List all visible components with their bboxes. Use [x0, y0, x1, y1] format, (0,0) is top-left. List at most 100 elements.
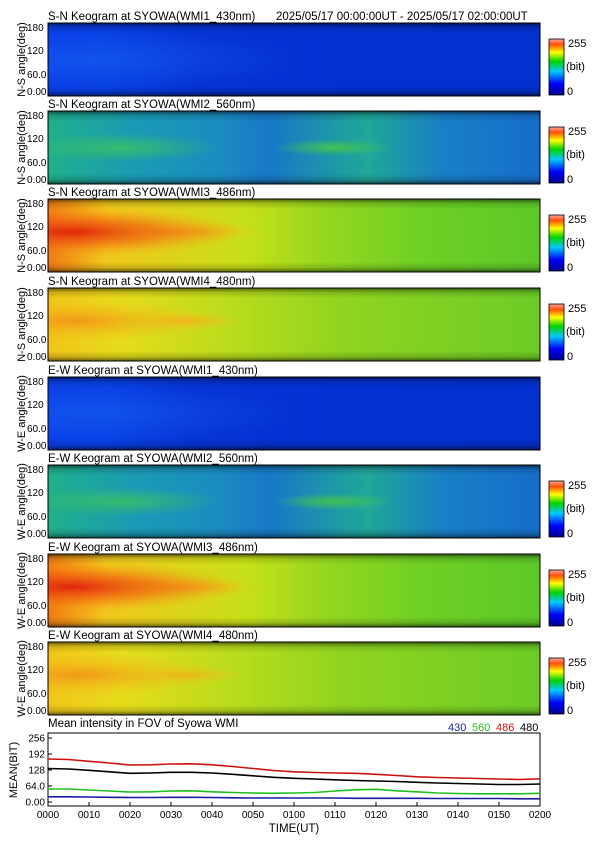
colorbar-max-label: 255 [568, 657, 586, 669]
colorbar-max-label: 255 [568, 126, 586, 138]
colorbar-min-label: 0 [567, 86, 573, 98]
keogram-title: E-W Keogram at SYOWA(WMI2_560nm) [48, 453, 258, 465]
colorbar-max-label: 255 [568, 38, 586, 50]
x-tick-label: 0140 [447, 810, 470, 821]
x-tick-label: 0040 [201, 810, 224, 821]
keogram-frame [47, 22, 541, 97]
y-tick-label: 120 [27, 577, 44, 588]
colorbar-max-label: 255 [568, 480, 586, 492]
keogram-frame [47, 641, 541, 716]
y-tick-label: 64.0 [26, 782, 46, 793]
y-tick-label: 180 [27, 377, 44, 388]
keogram-panel: S-N Keogram at SYOWA(WMI4_480nm) N-S ang… [16, 276, 586, 363]
y-tick-label: 60.0 [27, 246, 47, 257]
x-tick-label: 0030 [160, 810, 183, 821]
colorbar-gradient [548, 38, 565, 96]
y-tick-label: 180 [27, 23, 44, 34]
y-tick-label: 0.00 [26, 798, 46, 809]
x-axis-label: TIME(UT) [269, 823, 320, 835]
legend-item-430: 430 [448, 722, 466, 734]
keogram-frame [47, 110, 541, 185]
keogram-yticks: 180 120 60.0 0.00 [27, 199, 47, 274]
colorbar-min-label: 0 [567, 351, 573, 363]
y-tick-label: 256 [28, 734, 45, 745]
keogram-panel: E-W Keogram at SYOWA(WMI3_486nm) W-E ang… [16, 542, 586, 629]
keogram-frame [47, 464, 541, 539]
y-axis-ticks: 256 192 128 64.0 0.00 [26, 734, 52, 809]
y-tick-label: 120 [27, 311, 44, 322]
time-range-label: 2025/05/17 00:00:00UT - 2025/05/17 02:00… [276, 11, 528, 23]
y-tick-label: 0.00 [27, 352, 47, 363]
keogram-panel: S-N Keogram at SYOWA(WMI3_486nm) N-S ang… [16, 187, 586, 274]
x-tick-label: 0110 [324, 810, 346, 821]
keogram-title: S-N Keogram at SYOWA(WMI3_486nm) [48, 187, 255, 199]
keogram-title: E-W Keogram at SYOWA(WMI1_430nm) [48, 365, 258, 377]
y-tick-label: 180 [27, 199, 44, 210]
colorbar-max-label: 255 [568, 214, 586, 226]
y-tick-label: 180 [27, 465, 44, 476]
colorbar-gradient [548, 480, 565, 538]
y-tick-label: 60.0 [27, 689, 47, 700]
colorbar-gradient [548, 126, 565, 184]
colorbar-unit-label: (bit) [566, 503, 585, 515]
y-tick-label: 60.0 [27, 158, 47, 169]
x-tick-label: 0000 [37, 810, 60, 821]
keogram-title: E-W Keogram at SYOWA(WMI3_486nm) [48, 542, 258, 554]
keogram-title: S-N Keogram at SYOWA(WMI1_430nm) [48, 11, 255, 23]
colorbar-unit-label: (bit) [566, 592, 585, 604]
colorbar-min-label: 0 [567, 528, 573, 540]
x-tick-label: 0050 [242, 810, 265, 821]
keogram-ylabel: N-S angle(deg) [16, 198, 28, 273]
y-tick-label: 60.0 [27, 70, 47, 81]
y-tick-label: 0.00 [27, 263, 47, 274]
y-tick-label: 180 [27, 111, 44, 122]
y-tick-label: 0.00 [27, 706, 47, 717]
colorbar: 255 (bit) 0 [548, 214, 586, 274]
x-tick-label: 0010 [78, 810, 101, 821]
x-tick-label: 0130 [406, 810, 429, 821]
y-tick-label: 128 [28, 766, 45, 777]
colorbar-gradient [548, 303, 565, 361]
keogram-ylabel: W-E angle(deg) [16, 375, 28, 452]
y-tick-label: 120 [27, 400, 44, 411]
colorbar-min-label: 0 [567, 617, 573, 629]
series-line-430 [48, 795, 540, 800]
y-tick-label: 180 [27, 288, 44, 299]
keogram-panel: E-W Keogram at SYOWA(WMI4_480nm) W-E ang… [16, 630, 586, 717]
colorbar-gradient [548, 569, 565, 627]
series-line-486 [47, 758, 541, 781]
mean-intensity-chart: Mean intensity in FOV of Syowa WMI 430 5… [8, 718, 552, 835]
keogram-ylabel: N-S angle(deg) [16, 22, 28, 97]
keogram-yticks: 180 120 60.0 0.00 [27, 111, 47, 186]
y-tick-label: 0.00 [27, 529, 47, 540]
keogram-frame [47, 198, 541, 273]
keogram-yticks: 180 120 60.0 0.00 [27, 554, 47, 629]
colorbar: 255 (bit) 0 [548, 480, 586, 540]
colorbar-unit-label: (bit) [566, 326, 585, 338]
y-axis-label: MEAN(BIT) [8, 742, 20, 798]
y-tick-label: 0.00 [27, 87, 47, 98]
x-tick-label: 0020 [119, 810, 142, 821]
y-tick-label: 120 [27, 134, 44, 145]
colorbar-min-label: 0 [567, 262, 573, 274]
y-tick-label: 180 [27, 554, 44, 565]
y-tick-label: 0.00 [27, 175, 47, 186]
y-tick-label: 60.0 [27, 335, 47, 346]
y-tick-label: 60.0 [27, 601, 47, 612]
keogram-panel: E-W Keogram at SYOWA(WMI1_430nm) W-E ang… [16, 365, 541, 452]
y-tick-label: 180 [27, 642, 44, 653]
colorbar-max-label: 255 [568, 569, 586, 581]
chart-title: Mean intensity in FOV of Syowa WMI [48, 718, 238, 730]
keogram-ylabel: N-S angle(deg) [16, 110, 28, 185]
colorbar-unit-label: (bit) [566, 149, 585, 161]
keogram-yticks: 180 120 60.0 0.00 [27, 23, 47, 98]
series-line-480 [47, 767, 541, 786]
keogram-title: S-N Keogram at SYOWA(WMI2_560nm) [48, 99, 255, 111]
colorbar-unit-label: (bit) [566, 680, 585, 692]
x-tick-label: 0120 [365, 810, 388, 821]
legend: 430 560 486 480 [448, 722, 538, 734]
keogram-yticks: 180 120 60.0 0.00 [27, 465, 47, 540]
y-tick-label: 60.0 [27, 424, 47, 435]
keogram-yticks: 180 120 60.0 0.00 [27, 288, 47, 363]
